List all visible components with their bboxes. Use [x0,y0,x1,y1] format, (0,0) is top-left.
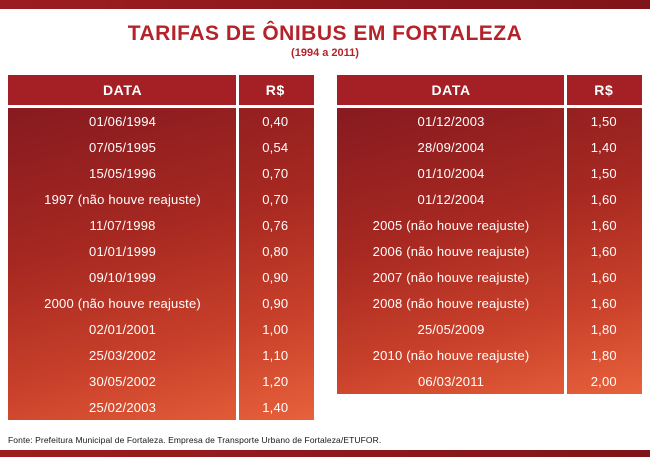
date-cell: 2006 (não houve reajuste) [372,243,530,259]
price-cell: 1,80 [590,347,617,363]
price-cell: 1,00 [262,321,289,337]
price-cell: 1,50 [590,165,617,181]
fare-table-left: DATA R$ 01/06/1994 0,40 07/05/1995 0,54 15/0… [8,75,314,421]
price-cell: 1,60 [590,295,617,311]
price-cell: 1,60 [590,191,617,207]
date-cell: 09/10/1999 [89,269,157,285]
table-row: 11/07/1998 0,76 [8,212,314,238]
table-row: 01/06/1994 0,40 [8,108,314,134]
price-cell: 0,70 [262,165,289,181]
price-cell: 1,40 [262,399,289,415]
table-row: 01/01/1999 0,80 [8,238,314,264]
price-cell: 1,20 [262,373,289,389]
table-body: 01/12/2003 1,50 28/09/2004 1,40 01/10/2004 1,… [336,108,643,395]
date-cell: 30/05/2002 [89,373,157,389]
date-cell: 25/03/2002 [89,347,157,363]
date-cell: 15/05/1996 [89,165,157,181]
table-row: 15/05/1996 0,70 [8,160,314,186]
table-row: 25/05/2009 1,80 [337,316,643,342]
column-header-price: R$ [265,82,285,99]
bottom-divider-bar [0,450,650,457]
date-cell: 01/10/2004 [417,165,485,181]
price-cell: 1,40 [590,139,617,155]
date-cell: 2007 (não houve reajuste) [372,269,530,285]
table-header-row: DATA R$ [8,75,314,106]
page-title: TARIFAS DE ÔNIBUS EM FORTALEZA [127,22,523,45]
column-header-data: DATA [431,82,471,99]
column-separator [564,75,568,395]
date-cell: 28/09/2004 [417,139,485,155]
table-header-row: DATA R$ [336,75,642,106]
price-cell: 1,50 [590,113,617,129]
page-subtitle: (1994 a 2011) [291,47,359,60]
column-header-data: DATA [102,82,143,99]
price-cell: 0,40 [262,113,289,129]
price-cell: 1,60 [590,243,617,259]
fare-table-right: DATA R$ 01/12/2003 1,50 28/09/2004 1,40 01/1… [336,75,643,395]
date-cell: 07/05/1995 [89,139,157,155]
table-row: 2008 (não houve reajuste) 1,60 [337,290,643,316]
date-cell: 2000 (não houve reajuste) [44,295,201,311]
title-block: TARIFAS DE ÔNIBUS EM FORTALEZA (1994 a 2… [0,0,650,59]
source-note: Fonte: Prefeitura Municipal de Fortaleza… [8,435,382,445]
table-row: 28/09/2004 1,40 [337,134,643,160]
table-row: 01/12/2003 1,50 [337,108,643,134]
price-cell: 0,90 [262,295,289,311]
date-cell: 01/12/2003 [417,113,485,129]
price-cell: 1,60 [590,217,617,233]
table-row: 02/01/2001 1,00 [8,316,314,342]
date-cell: 02/01/2001 [89,321,157,337]
table-row: 01/12/2004 1,60 [337,186,643,212]
table-row: 1997 (não houve reajuste) 0,70 [8,186,314,212]
date-cell: 01/12/2004 [417,191,485,207]
table-body: 01/06/1994 0,40 07/05/1995 0,54 15/05/1996 0,… [8,108,314,421]
price-cell: 1,60 [590,269,617,285]
table-row: 07/05/1995 0,54 [8,134,314,160]
table-row: 25/03/2002 1,10 [8,342,314,368]
price-cell: 0,70 [262,191,289,207]
date-cell: 06/03/2011 [418,373,485,389]
table-row: 2007 (não houve reajuste) 1,60 [337,264,643,290]
price-cell: 1,10 [262,347,289,363]
table-row: 2000 (não houve reajuste) 0,90 [8,290,314,316]
table-row: 25/02/2003 1,40 [8,394,314,420]
top-divider-bar [0,0,650,9]
column-header-price: R$ [594,82,614,99]
price-cell: 0,90 [262,269,289,285]
table-row: 2010 (não houve reajuste) 1,80 [337,342,643,368]
price-cell: 0,76 [262,217,289,233]
table-row: 06/03/2011 2,00 [337,368,643,394]
price-cell: 2,00 [590,373,617,389]
column-separator [235,75,239,421]
price-cell: 0,54 [262,139,289,155]
date-cell: 01/06/1994 [89,113,157,129]
table-row: 30/05/2002 1,20 [8,368,314,394]
date-cell: 01/01/1999 [89,243,157,259]
date-cell: 2008 (não houve reajuste) [372,295,530,311]
table-row: 2005 (não houve reajuste) 1,60 [337,212,643,238]
table-row: 01/10/2004 1,50 [337,160,643,186]
date-cell: 25/02/2003 [89,399,157,415]
table-row: 2006 (não houve reajuste) 1,60 [337,238,643,264]
date-cell: 25/05/2009 [417,321,485,337]
table-row: 09/10/1999 0,90 [8,264,314,290]
date-cell: 1997 (não houve reajuste) [44,191,201,207]
date-cell: 2005 (não houve reajuste) [372,217,530,233]
price-cell: 0,80 [262,243,289,259]
tables-wrap: DATA R$ 01/06/1994 0,40 07/05/1995 0,54 15/0… [0,75,650,421]
date-cell: 11/07/1998 [89,217,156,233]
price-cell: 1,80 [590,321,617,337]
date-cell: 2010 (não houve reajuste) [372,347,530,363]
